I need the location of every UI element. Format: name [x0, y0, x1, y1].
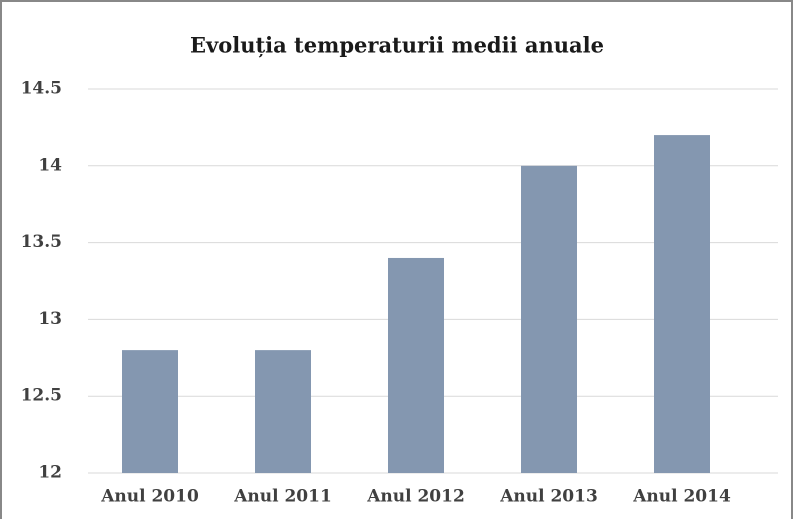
y-tick-label: 13 — [38, 309, 62, 329]
bar — [255, 350, 311, 473]
bar — [388, 257, 444, 473]
y-tick-label: 14.5 — [21, 79, 62, 99]
bar — [654, 135, 710, 473]
bar — [122, 350, 178, 473]
chart-title: Evoluția temperaturii medii anuale — [190, 33, 604, 58]
y-tick-label: 12.5 — [21, 386, 62, 406]
bar — [521, 165, 577, 474]
x-tick-label: Anul 2011 — [233, 487, 332, 507]
y-tick-label: 13.5 — [21, 232, 62, 252]
x-tick-label: Anul 2010 — [100, 487, 199, 507]
y-tick-label: 14 — [38, 155, 62, 175]
x-tick-label: Anul 2012 — [366, 487, 465, 507]
y-tick-label: 12 — [38, 463, 62, 483]
x-tick-label: Anul 2014 — [632, 487, 731, 507]
x-tick-label: Anul 2013 — [499, 487, 598, 507]
